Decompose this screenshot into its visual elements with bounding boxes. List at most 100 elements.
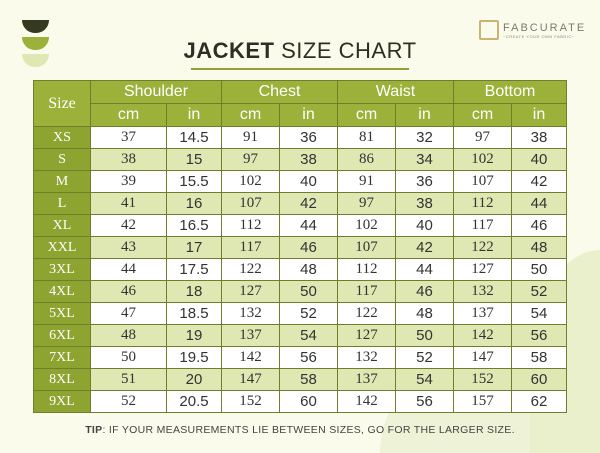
in-value-cell: 36 (395, 170, 454, 193)
logo-tagline: ~CREATE YOUR OWN FABRIC~ (503, 33, 575, 39)
cm-value-cell: 137 (221, 324, 280, 347)
cm-value-cell: 97 (453, 126, 512, 149)
cm-value-cell: 117 (221, 236, 280, 259)
table-row: M 39 15.5 102 40 91 36 107 42 (33, 170, 567, 193)
cm-value-cell: 117 (337, 280, 396, 303)
in-value-cell: 56 (279, 346, 338, 369)
tip-label: TIP (85, 424, 103, 436)
cm-value-cell: 46 (90, 280, 167, 303)
in-value-cell: 58 (511, 346, 567, 369)
in-value-cell: 16.5 (166, 214, 222, 237)
table-row: 7XL 50 19.5 142 56 132 52 147 58 (33, 346, 567, 369)
in-value-cell: 52 (395, 346, 454, 369)
in-value-cell: 32 (395, 126, 454, 149)
in-value-cell: 54 (511, 302, 567, 325)
size-cell: S (33, 148, 91, 171)
table-body: XS 37 14.5 91 36 81 32 97 38 S 38 15 97 38 86 34 102 40 M 3… (33, 126, 567, 413)
in-value-cell: 19 (166, 324, 222, 347)
cm-value-cell: 107 (453, 170, 512, 193)
in-value-cell: 60 (511, 368, 567, 391)
unit-header: in (166, 103, 222, 127)
in-value-cell: 40 (395, 214, 454, 237)
decorative-semicircle-green (22, 37, 49, 50)
cm-value-cell: 107 (221, 192, 280, 215)
in-value-cell: 19.5 (166, 346, 222, 369)
table-row: 9XL 52 20.5 152 60 142 56 157 62 (33, 390, 567, 413)
in-value-cell: 50 (395, 324, 454, 347)
size-cell: 4XL (33, 280, 91, 303)
cm-value-cell: 102 (337, 214, 396, 237)
in-value-cell: 56 (395, 390, 454, 413)
in-value-cell: 15.5 (166, 170, 222, 193)
cm-value-cell: 97 (337, 192, 396, 215)
in-value-cell: 38 (395, 192, 454, 215)
in-value-cell: 62 (511, 390, 567, 413)
size-cell: 5XL (33, 302, 91, 325)
group-header-waist: Waist (337, 80, 454, 104)
unit-header: in (395, 103, 454, 127)
in-value-cell: 58 (279, 368, 338, 391)
in-value-cell: 46 (395, 280, 454, 303)
table-row: 4XL 46 18 127 50 117 46 132 52 (33, 280, 567, 303)
decorative-semicircle-dark (22, 20, 49, 33)
cm-value-cell: 47 (90, 302, 167, 325)
table-row: XXL 43 17 117 46 107 42 122 48 (33, 236, 567, 259)
unit-header: cm (221, 103, 280, 127)
table-row: XS 37 14.5 91 36 81 32 97 38 (33, 126, 567, 149)
size-cell: 7XL (33, 346, 91, 369)
size-cell: 9XL (33, 390, 91, 413)
cm-value-cell: 132 (337, 346, 396, 369)
in-value-cell: 46 (511, 214, 567, 237)
size-cell: 8XL (33, 368, 91, 391)
unit-header: in (279, 103, 338, 127)
cm-value-cell: 41 (90, 192, 167, 215)
cm-value-cell: 122 (453, 236, 512, 259)
in-value-cell: 38 (511, 126, 567, 149)
table-row: L 41 16 107 42 97 38 112 44 (33, 192, 567, 215)
tip-body: : IF YOUR MEASUREMENTS LIE BETWEEN SIZES… (102, 424, 515, 436)
in-value-cell: 17.5 (166, 258, 222, 281)
in-value-cell: 20 (166, 368, 222, 391)
cm-value-cell: 132 (453, 280, 512, 303)
cm-value-cell: 127 (221, 280, 280, 303)
group-header-bottom: Bottom (453, 80, 567, 104)
cm-value-cell: 122 (221, 258, 280, 281)
cm-value-cell: 38 (90, 148, 167, 171)
in-value-cell: 50 (279, 280, 338, 303)
cm-value-cell: 52 (90, 390, 167, 413)
cm-value-cell: 91 (221, 126, 280, 149)
in-value-cell: 56 (511, 324, 567, 347)
in-value-cell: 48 (395, 302, 454, 325)
in-value-cell: 38 (279, 148, 338, 171)
title-underline (191, 68, 409, 70)
table-row: 3XL 44 17.5 122 48 112 44 127 50 (33, 258, 567, 281)
cm-value-cell: 157 (453, 390, 512, 413)
cm-value-cell: 147 (453, 346, 512, 369)
cm-value-cell: 112 (337, 258, 396, 281)
size-cell: XS (33, 126, 91, 149)
in-value-cell: 44 (511, 192, 567, 215)
cm-value-cell: 107 (337, 236, 396, 259)
in-value-cell: 20.5 (166, 390, 222, 413)
in-value-cell: 54 (395, 368, 454, 391)
table-row: 8XL 51 20 147 58 137 54 152 60 (33, 368, 567, 391)
cm-value-cell: 142 (221, 346, 280, 369)
in-value-cell: 42 (395, 236, 454, 259)
unit-header: in (511, 103, 567, 127)
page-title: JACKET SIZE CHART (0, 38, 600, 64)
unit-header: cm (453, 103, 512, 127)
cm-value-cell: 112 (453, 192, 512, 215)
cm-value-cell: 102 (453, 148, 512, 171)
size-cell: M (33, 170, 91, 193)
in-value-cell: 52 (279, 302, 338, 325)
cm-value-cell: 81 (337, 126, 396, 149)
in-value-cell: 44 (395, 258, 454, 281)
cm-value-cell: 37 (90, 126, 167, 149)
in-value-cell: 50 (511, 258, 567, 281)
unit-row: cm in cm in cm in cm in (34, 103, 567, 127)
tip-text: TIP: IF YOUR MEASUREMENTS LIE BETWEEN SI… (0, 424, 600, 436)
cm-value-cell: 132 (221, 302, 280, 325)
fabcurate-logo: FABCURATE ~CREATE YOUR OWN FABRIC~ (479, 20, 586, 40)
in-value-cell: 52 (511, 280, 567, 303)
in-value-cell: 17 (166, 236, 222, 259)
